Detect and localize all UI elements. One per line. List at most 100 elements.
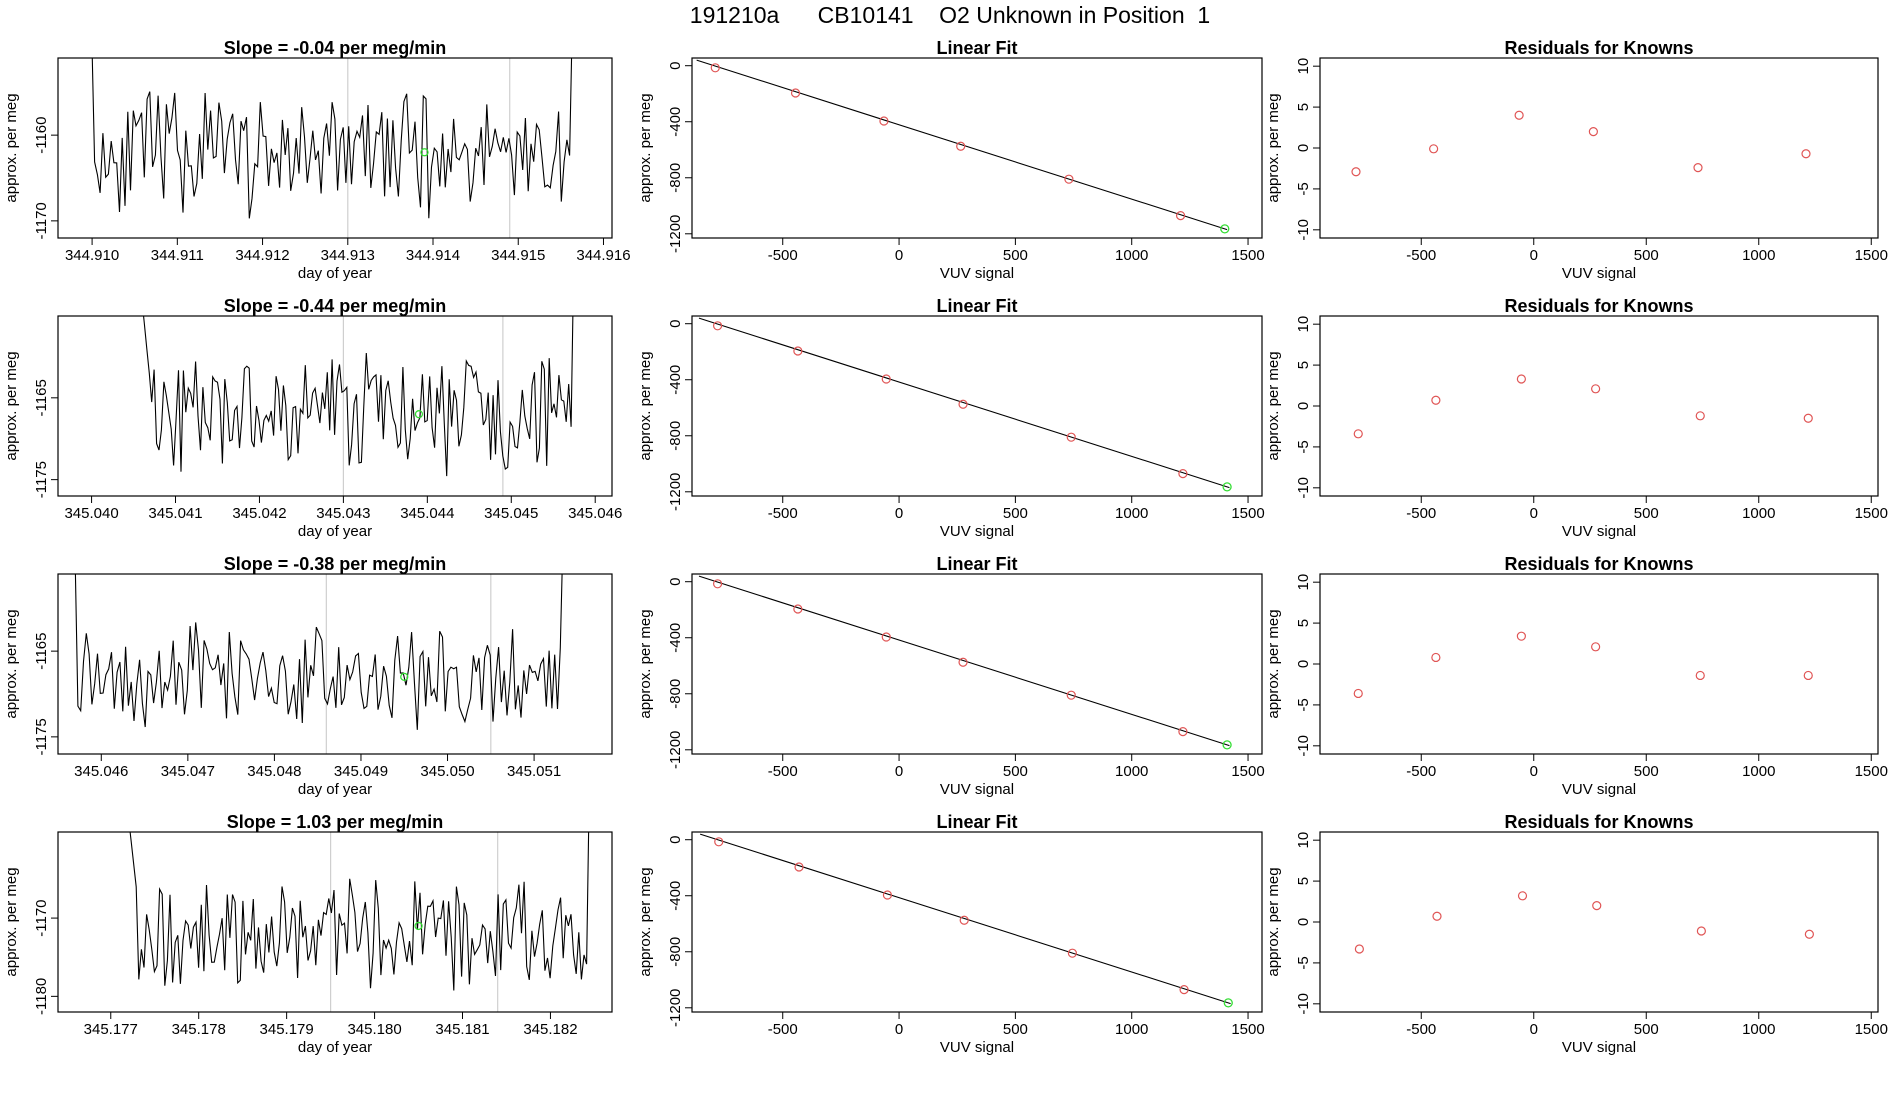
panel-4-2-known-point bbox=[1067, 948, 1077, 958]
panel-1-1-title: Slope = -0.04 per meg/min bbox=[224, 38, 447, 58]
panel-3-3-x-tick-label: -500 bbox=[1406, 763, 1436, 780]
panel-4-1-unknown-point bbox=[414, 921, 423, 931]
panel-4-2-y-tick-label: -1200 bbox=[667, 989, 684, 1027]
panel-3-1-x-tick-label: 345.047 bbox=[161, 763, 215, 780]
panel-2-1-x-tick-label: 345.045 bbox=[484, 505, 538, 522]
panel-3-1-trace-line bbox=[74, 574, 563, 730]
panel-3-3-y-tick-label: 10 bbox=[1295, 574, 1312, 591]
panel-1-1-x-tick-label: 344.912 bbox=[235, 247, 289, 264]
panel-3-3-y-tick-label: 0 bbox=[1295, 660, 1312, 668]
panel-1-3-y-tick-label: 0 bbox=[1295, 144, 1312, 152]
panel-4-3-y-tick-label: 10 bbox=[1295, 832, 1312, 849]
panel-1-1-unknown-point bbox=[420, 148, 429, 157]
panel-3-2-y-tick-label: -1200 bbox=[667, 731, 684, 769]
panel-4-3-known-point bbox=[1696, 926, 1706, 936]
panel-4-1-x-tick-label: 345.181 bbox=[435, 1021, 489, 1038]
panel-4-2-y-tick-label: -400 bbox=[667, 881, 684, 911]
panel-3-2-unknown-point bbox=[1222, 740, 1232, 750]
panel-4-3-ylabel: approx. per meg bbox=[1265, 867, 1282, 976]
panel-3-3-known-point bbox=[1431, 652, 1441, 663]
panel-3-1-x-tick-label: 345.049 bbox=[334, 763, 388, 780]
panel-1-3-x-tick-label: 1500 bbox=[1855, 247, 1888, 264]
panel-4-3-x-tick-label: 1000 bbox=[1742, 1021, 1775, 1038]
panel-2-1-trace-line bbox=[143, 316, 574, 477]
panel-1-3-known-point bbox=[1588, 127, 1598, 137]
panel-1-3-xlabel: VUV signal bbox=[1562, 265, 1636, 282]
panel-3-2-x-tick-label: 1500 bbox=[1231, 763, 1264, 780]
panel-3-3-y-tick-label: 5 bbox=[1295, 619, 1312, 627]
panel-3-3-x-tick-label: 0 bbox=[1530, 763, 1538, 780]
panel-3-2-known-point bbox=[712, 579, 723, 589]
panel-1-1-ylabel: approx. per meg bbox=[3, 93, 20, 202]
panel-3-3-x-tick-label: 1500 bbox=[1855, 763, 1888, 780]
panel-1-2-frame bbox=[691, 57, 1263, 239]
panel-1-2-y-tick-label: -400 bbox=[667, 107, 684, 137]
panel-3-1-xlabel: day of year bbox=[298, 781, 372, 798]
panel-4-3-title: Residuals for Knowns bbox=[1504, 812, 1693, 832]
panel-3-1-x-tick-label: 345.048 bbox=[247, 763, 301, 780]
panel-2-1-ylabel: approx. per meg bbox=[3, 351, 20, 460]
panel-4-1-x-tick-label: 345.179 bbox=[260, 1021, 314, 1038]
panel-1-3-title: Residuals for Knowns bbox=[1504, 38, 1693, 58]
panel-4-2-unknown-point bbox=[1223, 998, 1233, 1008]
panel-2-2-fit-line bbox=[698, 317, 1230, 489]
panel-4-3-y-tick-label: -5 bbox=[1295, 956, 1312, 969]
panel-2-2-frame bbox=[691, 315, 1263, 497]
panel-4-2-known-point bbox=[794, 862, 804, 872]
panel-1-1-x-tick-label: 344.916 bbox=[576, 247, 630, 264]
panel-2-2-known-point bbox=[881, 374, 891, 384]
panel-1-2-known-point bbox=[956, 141, 966, 151]
panel-1-1-x-tick-label: 344.911 bbox=[151, 247, 204, 264]
panel-2-2-x-tick-label: -500 bbox=[768, 505, 798, 522]
panel-3-2-fit-line bbox=[698, 575, 1230, 747]
panel-2-3-known-point bbox=[1591, 384, 1601, 394]
panel-1-3-y-tick-label: 5 bbox=[1295, 103, 1312, 111]
panel-2-3-known-point bbox=[1353, 429, 1363, 439]
panel-4-1-y-tick-label: -1180 bbox=[33, 978, 50, 1015]
panel-4-3-y-tick-label: 0 bbox=[1295, 918, 1312, 926]
panel-2-2-y-tick-label: -800 bbox=[667, 421, 684, 451]
panel-2-2-ylabel: approx. per meg bbox=[637, 351, 654, 460]
panel-3-2-known-point bbox=[1178, 726, 1188, 737]
panel-4-1-xlabel: day of year bbox=[298, 1039, 372, 1056]
panel-3-3-x-tick-label: 1000 bbox=[1742, 763, 1775, 780]
panel-4-3-xlabel: VUV signal bbox=[1562, 1039, 1636, 1056]
panel-1-2-x-tick-label: 1000 bbox=[1115, 247, 1148, 264]
panel-2-2-known-point bbox=[793, 346, 803, 356]
panel-3-2-x-tick-label: 500 bbox=[1003, 763, 1028, 780]
panel-1-3-known-point bbox=[1801, 149, 1811, 159]
panel-1-2-x-tick-label: 500 bbox=[1003, 247, 1028, 264]
panel-4-1-ylabel: approx. per meg bbox=[3, 867, 20, 976]
panel-4-2-fit-line bbox=[699, 833, 1231, 1005]
panel-1-2-x-tick-label: -500 bbox=[768, 247, 798, 264]
panel-2-1-y-tick-label: -1165 bbox=[33, 379, 50, 416]
panel-1-1-x-tick-label: 344.914 bbox=[406, 247, 460, 264]
panel-2-1-title: Slope = -0.44 per meg/min bbox=[224, 296, 447, 316]
panel-3-2-y-tick-label: -800 bbox=[667, 679, 684, 709]
panel-3-3-x-tick-label: 500 bbox=[1634, 763, 1659, 780]
panel-2-3-x-tick-label: 1500 bbox=[1855, 505, 1888, 522]
panel-4-1-x-tick-label: 345.178 bbox=[172, 1021, 226, 1038]
panel-3-2-ylabel: approx. per meg bbox=[637, 609, 654, 718]
panel-1-1-x-tick-label: 344.913 bbox=[321, 247, 375, 264]
panel-4-1-x-tick-label: 345.182 bbox=[523, 1021, 577, 1038]
panel-4-3-frame bbox=[1319, 831, 1879, 1013]
panel-2-1-x-tick-label: 345.042 bbox=[232, 505, 286, 522]
panel-4-1-title: Slope = 1.03 per meg/min bbox=[227, 812, 444, 832]
panel-2-3-y-tick-label: 10 bbox=[1295, 316, 1312, 333]
panel-1-2-unknown-point bbox=[1220, 224, 1230, 234]
panel-4-3-known-point bbox=[1432, 911, 1442, 921]
panel-1-1-frame bbox=[57, 57, 613, 239]
panel-3-1-ylabel: approx. per meg bbox=[3, 609, 20, 718]
panel-2-3-title: Residuals for Knowns bbox=[1504, 296, 1693, 316]
panel-3-2-title: Linear Fit bbox=[936, 554, 1017, 574]
panel-1-3-known-point bbox=[1351, 167, 1361, 177]
panel-3-3-ylabel: approx. per meg bbox=[1265, 609, 1282, 718]
panel-4-2-x-tick-label: 0 bbox=[895, 1021, 903, 1038]
panel-3-3-known-point bbox=[1591, 642, 1601, 652]
panel-4-3-known-point bbox=[1517, 891, 1528, 901]
panel-1-3-x-tick-label: -500 bbox=[1406, 247, 1436, 264]
panel-2-2-y-tick-label: 0 bbox=[667, 320, 684, 328]
panel-1-1-xlabel: day of year bbox=[298, 265, 372, 282]
